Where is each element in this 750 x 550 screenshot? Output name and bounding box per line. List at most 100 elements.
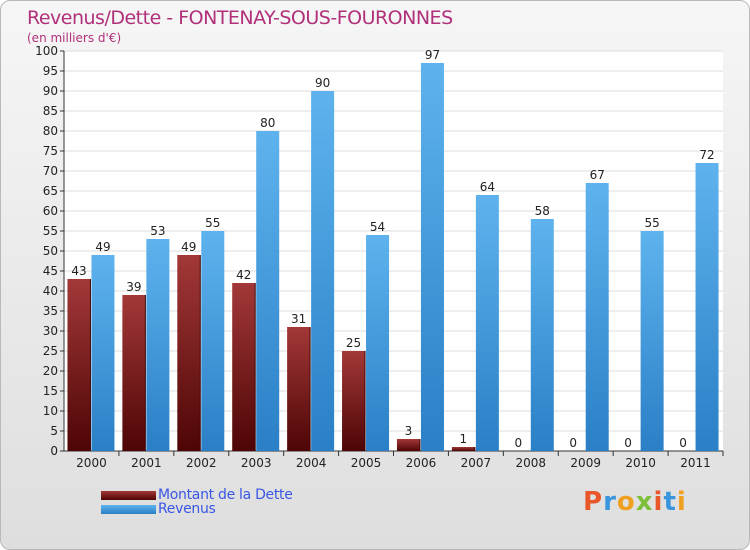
x-tick-label: 2000 bbox=[76, 456, 107, 470]
logo-letter: r bbox=[603, 487, 617, 517]
proxiti-logo: Proxiti bbox=[583, 487, 687, 517]
grid-lines bbox=[64, 50, 723, 451]
bar-dette bbox=[67, 279, 91, 451]
y-tick-label: 5 bbox=[50, 424, 58, 438]
x-tick-label: 2009 bbox=[570, 456, 601, 470]
bar-revenus bbox=[420, 63, 444, 451]
value-label: 1 bbox=[460, 432, 468, 446]
bar-revenus bbox=[640, 231, 664, 451]
value-label: 55 bbox=[205, 216, 220, 230]
bar-dette bbox=[177, 255, 201, 451]
bar-revenus bbox=[91, 255, 115, 451]
value-label: 54 bbox=[370, 220, 385, 234]
bar-revenus bbox=[585, 183, 609, 451]
bar-dette bbox=[396, 439, 420, 451]
value-labels: 43 49 39 53 49 55 42 80 31 90 25 54 3 97 1 64 0 58 0 67 0 55 0… bbox=[71, 48, 714, 450]
logo-letter: x bbox=[635, 487, 654, 517]
x-axis-ticks: 2000 2001 2002 2003 2004 2005 2006 2007 2008 2009… bbox=[76, 456, 711, 470]
y-tick-label: 30 bbox=[43, 324, 58, 338]
y-tick-label: 0 bbox=[50, 444, 58, 458]
y-tick-label: 10 bbox=[43, 404, 58, 418]
bar-revenus bbox=[201, 231, 225, 451]
value-label: 80 bbox=[260, 116, 275, 130]
bar-revenus bbox=[695, 163, 719, 451]
y-tick-label: 85 bbox=[43, 104, 58, 118]
y-tick-label: 65 bbox=[43, 184, 58, 198]
logo-letter: i bbox=[653, 487, 664, 517]
value-label: 72 bbox=[699, 148, 714, 162]
x-tick-label: 2001 bbox=[131, 456, 162, 470]
y-tick-label: 20 bbox=[43, 364, 58, 378]
value-label: 49 bbox=[95, 240, 110, 254]
bar-dette bbox=[287, 327, 311, 451]
legend-label-dette: Montant de la Dette bbox=[158, 487, 293, 503]
y-tick-label: 50 bbox=[43, 244, 58, 258]
axes bbox=[60, 50, 724, 456]
legend-item-dette: Montant de la Dette bbox=[101, 487, 293, 503]
y-tick-label: 35 bbox=[43, 304, 58, 318]
y-tick-label: 40 bbox=[43, 284, 58, 298]
value-label: 0 bbox=[624, 436, 632, 450]
value-label: 42 bbox=[236, 268, 251, 282]
x-tick-label: 2003 bbox=[241, 456, 272, 470]
x-tick-label: 2005 bbox=[351, 456, 382, 470]
y-tick-label: 80 bbox=[43, 124, 58, 138]
bar-revenus bbox=[311, 91, 335, 451]
x-tick-label: 2010 bbox=[625, 456, 656, 470]
y-tick-label: 70 bbox=[43, 164, 58, 178]
legend-label-revenus: Revenus bbox=[158, 501, 216, 517]
y-tick-label: 75 bbox=[43, 144, 58, 158]
chart-title: Revenus/Dette - FONTENAY-SOUS-FOURONNES bbox=[27, 7, 453, 29]
logo-letter: i bbox=[676, 487, 687, 517]
bar-dette bbox=[342, 351, 366, 451]
y-tick-label: 100 bbox=[35, 44, 58, 58]
legend-swatch-revenus bbox=[101, 504, 156, 514]
bar-dette bbox=[232, 283, 256, 451]
y-tick-label: 95 bbox=[43, 64, 58, 78]
legend-item-revenus: Revenus bbox=[101, 501, 216, 517]
x-tick-label: 2007 bbox=[461, 456, 492, 470]
x-tick-label: 2011 bbox=[680, 456, 711, 470]
value-label: 64 bbox=[480, 180, 495, 194]
value-label: 39 bbox=[126, 280, 141, 294]
value-label: 49 bbox=[181, 240, 196, 254]
value-label: 58 bbox=[535, 204, 550, 218]
y-tick-label: 15 bbox=[43, 384, 58, 398]
x-tick-label: 2008 bbox=[516, 456, 547, 470]
bar-revenus bbox=[256, 131, 280, 451]
value-label: 0 bbox=[569, 436, 577, 450]
bars bbox=[67, 63, 719, 451]
bar-revenus bbox=[146, 239, 170, 451]
x-tick-label: 2004 bbox=[296, 456, 327, 470]
y-tick-label: 45 bbox=[43, 264, 58, 278]
bar-dette bbox=[451, 447, 475, 451]
bar-revenus bbox=[475, 195, 499, 451]
value-label: 0 bbox=[679, 436, 687, 450]
x-tick-label: 2006 bbox=[406, 456, 437, 470]
value-label: 67 bbox=[590, 168, 605, 182]
logo-letter: P bbox=[583, 487, 604, 517]
y-tick-label: 55 bbox=[43, 224, 58, 238]
y-tick-label: 90 bbox=[43, 84, 58, 98]
value-label: 31 bbox=[291, 312, 306, 326]
bar-revenus bbox=[366, 235, 390, 451]
y-tick-label: 60 bbox=[43, 204, 58, 218]
value-label: 90 bbox=[315, 76, 330, 90]
x-tick-label: 2002 bbox=[186, 456, 217, 470]
logo-letter: t bbox=[663, 487, 677, 517]
bar-dette bbox=[122, 295, 146, 451]
value-label: 53 bbox=[150, 224, 165, 238]
chart-subtitle: (en milliers d'€) bbox=[27, 31, 122, 45]
value-label: 55 bbox=[644, 216, 659, 230]
bar-revenus bbox=[530, 219, 554, 451]
legend-swatch-dette bbox=[101, 490, 156, 500]
value-label: 97 bbox=[425, 48, 440, 62]
logo-letter: o bbox=[616, 487, 636, 517]
value-label: 43 bbox=[71, 264, 86, 278]
y-tick-label: 25 bbox=[43, 344, 58, 358]
value-label: 3 bbox=[405, 424, 413, 438]
y-axis-ticks: 0 5 10 15 20 25 30 35 40 45 50 55 60 65 70 75 80 85 90 95 10… bbox=[35, 44, 58, 458]
value-label: 0 bbox=[514, 436, 522, 450]
